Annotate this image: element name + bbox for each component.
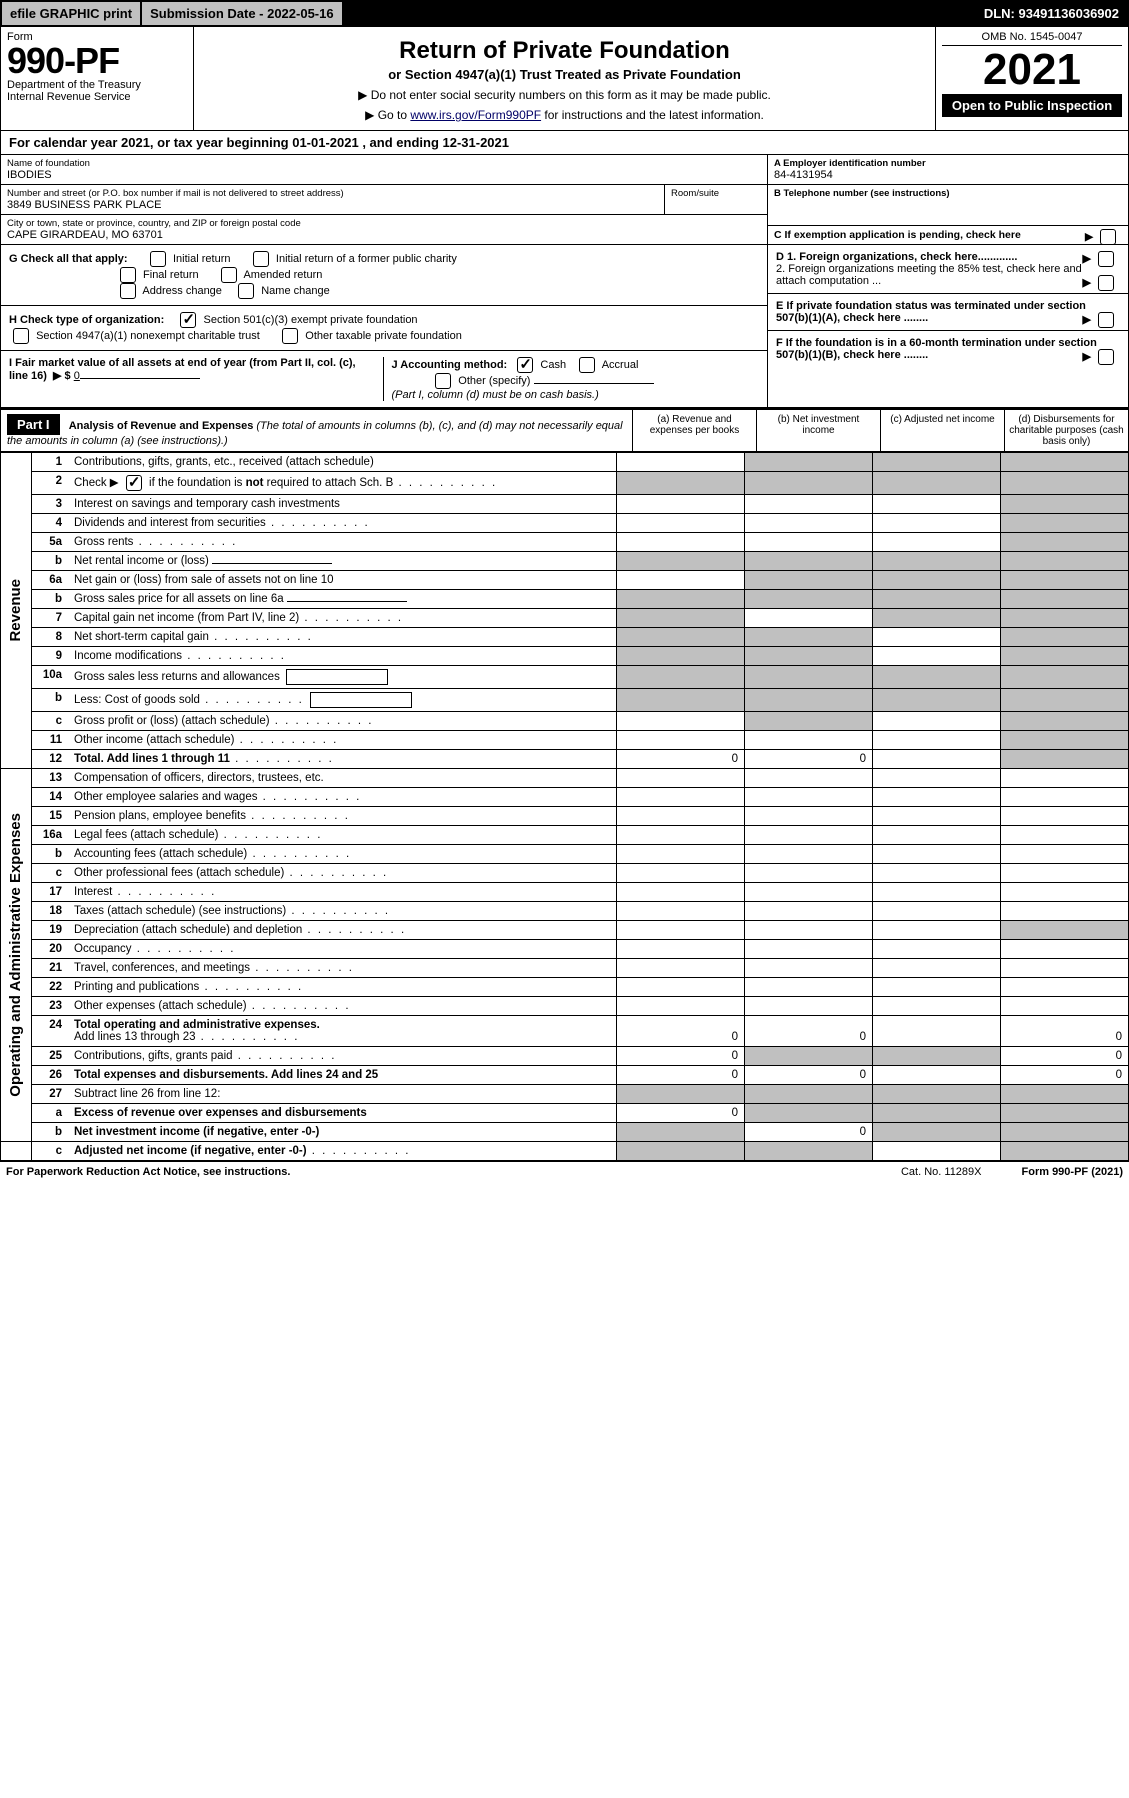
pra-notice: For Paperwork Reduction Act Notice, see … [6,1166,290,1178]
ein-label: A Employer identification number [774,158,1122,169]
fmv-value: 0 [74,370,80,382]
section-h: H Check type of organization: Section 50… [1,306,767,351]
addr-label: Number and street (or P.O. box number if… [7,188,658,199]
h-4947-chk[interactable] [13,328,29,344]
city-label: City or town, state or province, country… [7,218,761,229]
h-501c3-chk[interactable] [180,312,196,328]
top-bar: efile GRAPHIC print Submission Date - 20… [0,0,1129,27]
section-i-j: I Fair market value of all assets at end… [1,351,767,407]
footer: For Paperwork Reduction Act Notice, see … [0,1161,1129,1182]
g-addrchange-chk[interactable] [120,283,136,299]
part1-header-row: Part I Analysis of Revenue and Expenses … [0,408,1129,452]
expenses-side-label: Operating and Administrative Expenses [7,813,24,1097]
part1-label: Part I [7,414,60,435]
c-label: C If exemption application is pending, c… [774,229,1021,241]
col-b-header: (b) Net investment income [756,410,880,451]
form-number: 990-PF [7,43,187,79]
v24b: 0 [745,1016,873,1047]
schb-chk[interactable] [126,475,142,491]
d1-checkbox[interactable] [1098,251,1114,267]
submission-date: Submission Date - 2022-05-16 [142,2,342,25]
open-public: Open to Public Inspection [942,94,1122,117]
irs-link[interactable]: www.irs.gov/Form990PF [410,108,541,122]
g-final-chk[interactable] [120,267,136,283]
v27a: 0 [617,1104,745,1123]
v26d: 0 [1001,1066,1129,1085]
f-checkbox[interactable] [1098,349,1114,365]
v26a: 0 [617,1066,745,1085]
v26b: 0 [745,1066,873,1085]
efile-print-btn[interactable]: efile GRAPHIC print [2,2,140,25]
g-amended-chk[interactable] [221,267,237,283]
form-subtitle: or Section 4947(a)(1) Trust Treated as P… [206,67,923,82]
e-checkbox[interactable] [1098,312,1114,328]
col-c-header: (c) Adjusted net income [880,410,1004,451]
g-initial-chk[interactable] [150,251,166,267]
omb-no: OMB No. 1545-0047 [942,31,1122,46]
j-cash-chk[interactable] [517,357,533,373]
foundation-name: IBODIES [7,169,761,181]
tax-year: 2021 [942,46,1122,94]
v25a: 0 [617,1047,745,1066]
c-checkbox[interactable] [1100,229,1116,245]
revenue-side-label: Revenue [7,579,24,642]
v25d: 0 [1001,1047,1129,1066]
form-ref: Form 990-PF (2021) [1022,1166,1124,1178]
addr-value: 3849 BUSINESS PARK PLACE [7,199,658,211]
dept-2: Internal Revenue Service [7,91,187,103]
j-other-chk[interactable] [435,373,451,389]
g-namechange-chk[interactable] [238,283,254,299]
instr-2: ▶ Go to www.irs.gov/Form990PF for instru… [206,108,923,122]
calendar-year-line: For calendar year 2021, or tax year begi… [0,131,1129,155]
form-title: Return of Private Foundation [206,37,923,65]
dept-1: Department of the Treasury [7,79,187,91]
instr-1: ▶ Do not enter social security numbers o… [206,88,923,102]
col-d-header: (d) Disbursements for charitable purpose… [1004,410,1128,451]
v24d: 0 [1001,1016,1129,1047]
g-initial-former-chk[interactable] [253,251,269,267]
section-e: E If private foundation status was termi… [768,294,1128,331]
v12a: 0 [617,750,745,769]
name-label: Name of foundation [7,158,761,169]
form-header: Form 990-PF Department of the Treasury I… [0,27,1129,131]
j-accrual-chk[interactable] [579,357,595,373]
v27b: 0 [745,1123,873,1142]
ein-value: 84-4131954 [774,169,1122,181]
h-other-chk[interactable] [282,328,298,344]
d2-checkbox[interactable] [1098,275,1114,291]
v24a: 0 [617,1016,745,1047]
phone-label: B Telephone number (see instructions) [774,188,1122,199]
revenue-expense-table: Revenue 1Contributions, gifts, grants, e… [0,452,1129,1161]
room-label: Room/suite [665,185,767,214]
city-value: CAPE GIRARDEAU, MO 63701 [7,229,761,241]
section-g: G Check all that apply: Initial return I… [1,245,767,306]
cat-no: Cat. No. 11289X [901,1166,982,1178]
section-f: F If the foundation is in a 60-month ter… [768,331,1128,367]
v12b: 0 [745,750,873,769]
col-a-header: (a) Revenue and expenses per books [632,410,756,451]
section-d: D 1. Foreign organizations, check here..… [768,245,1128,294]
dln: DLN: 93491136036902 [976,2,1127,25]
